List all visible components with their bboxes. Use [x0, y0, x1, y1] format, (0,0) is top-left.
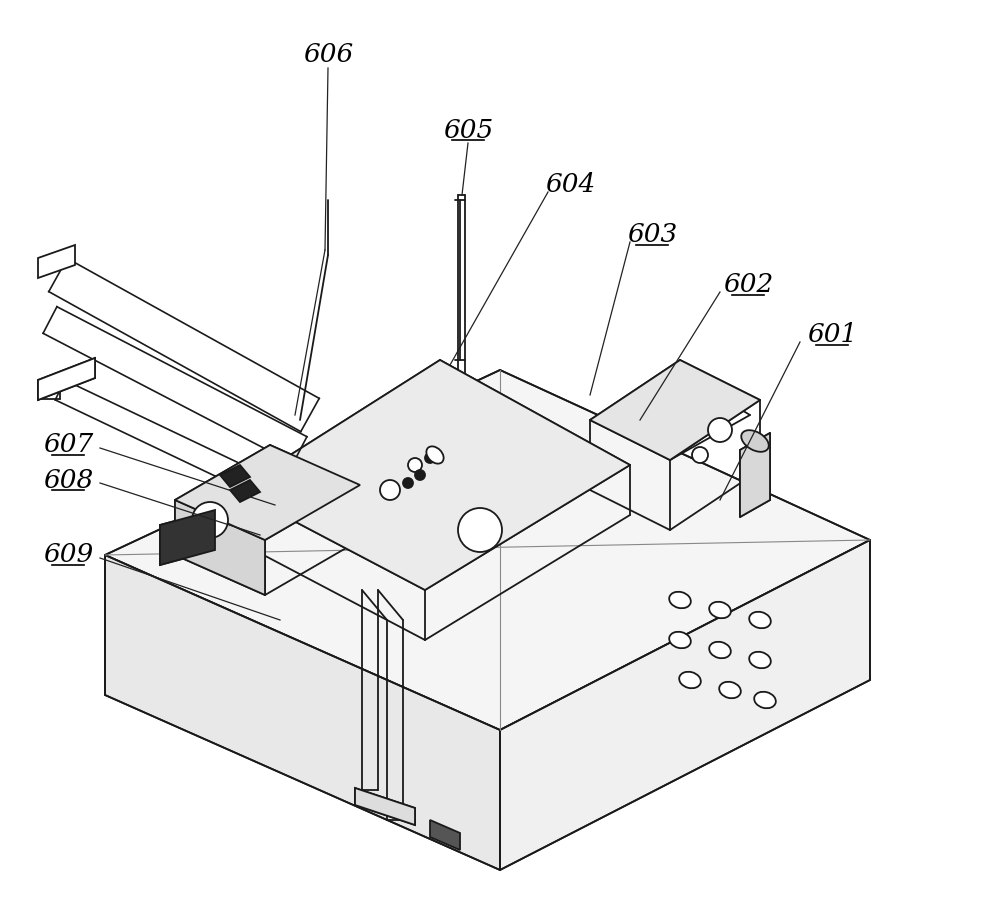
- Circle shape: [458, 508, 502, 552]
- Polygon shape: [235, 360, 630, 590]
- Circle shape: [380, 480, 400, 500]
- Polygon shape: [590, 360, 760, 460]
- Circle shape: [708, 418, 732, 442]
- Text: 601: 601: [807, 323, 857, 347]
- Ellipse shape: [709, 641, 731, 658]
- Text: 607: 607: [43, 432, 93, 457]
- Polygon shape: [105, 370, 870, 730]
- Polygon shape: [160, 510, 215, 565]
- Circle shape: [192, 502, 228, 538]
- Polygon shape: [105, 555, 500, 870]
- Ellipse shape: [669, 592, 691, 608]
- Text: 608: 608: [43, 467, 93, 492]
- Ellipse shape: [426, 446, 444, 464]
- Ellipse shape: [669, 631, 691, 649]
- Circle shape: [415, 470, 425, 480]
- Text: 605: 605: [443, 117, 493, 143]
- Polygon shape: [175, 500, 265, 595]
- Polygon shape: [38, 245, 75, 278]
- Polygon shape: [355, 788, 415, 825]
- Polygon shape: [230, 480, 260, 502]
- Text: 603: 603: [627, 223, 677, 247]
- Polygon shape: [430, 820, 460, 850]
- Circle shape: [403, 478, 413, 488]
- Ellipse shape: [741, 430, 769, 452]
- Ellipse shape: [754, 692, 776, 708]
- Ellipse shape: [679, 672, 701, 688]
- Text: 606: 606: [303, 42, 353, 68]
- Ellipse shape: [719, 682, 741, 698]
- Polygon shape: [500, 540, 870, 870]
- Circle shape: [692, 447, 708, 463]
- Polygon shape: [740, 433, 770, 517]
- Text: 604: 604: [545, 172, 595, 198]
- Text: 602: 602: [723, 272, 773, 298]
- Ellipse shape: [749, 652, 771, 668]
- Polygon shape: [175, 445, 360, 540]
- Ellipse shape: [709, 602, 731, 618]
- Polygon shape: [220, 465, 250, 487]
- Polygon shape: [38, 358, 95, 400]
- Ellipse shape: [749, 612, 771, 628]
- Text: 609: 609: [43, 542, 93, 567]
- Circle shape: [408, 458, 422, 472]
- Circle shape: [425, 453, 435, 463]
